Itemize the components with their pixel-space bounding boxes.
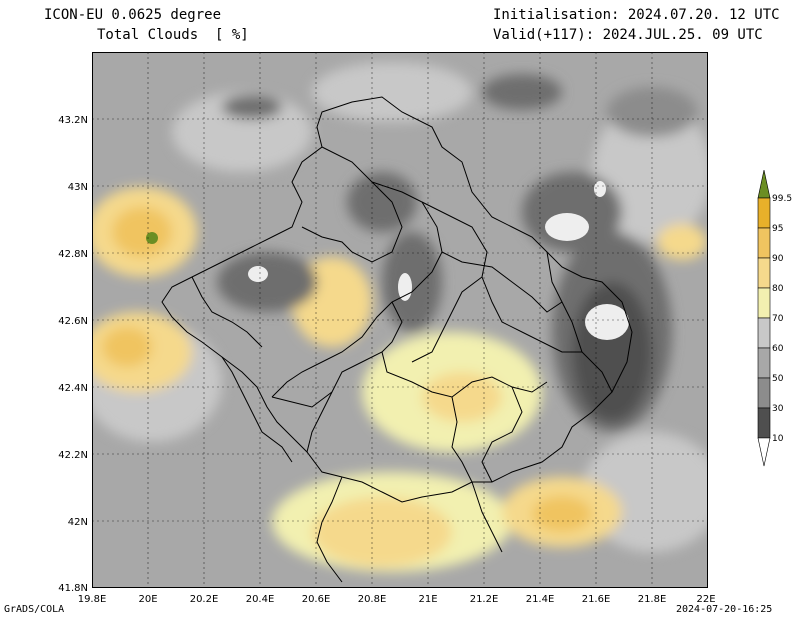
colorbar-swatch-60 bbox=[757, 317, 771, 349]
lat-tick-label: 42N bbox=[68, 517, 88, 528]
max-cloud-patch bbox=[146, 232, 158, 244]
colorbar-label: 70 bbox=[772, 314, 784, 324]
lat-tick-label: 41.8N bbox=[58, 583, 88, 594]
cloud-cover-map bbox=[92, 52, 708, 588]
lon-tick-label: 21.4E bbox=[526, 594, 555, 605]
lon-tick-label: 20.4E bbox=[246, 594, 275, 605]
valid-time: Valid(+117): 2024.JUL.25. 09 UTC bbox=[493, 27, 763, 43]
lon-tick-label: 21E bbox=[418, 594, 437, 605]
colorbar-label: 50 bbox=[772, 374, 784, 384]
initialisation-time: Initialisation: 2024.07.20. 12 UTC bbox=[493, 7, 780, 23]
colorbar-swatch-50 bbox=[757, 347, 771, 379]
colorbar-label: 90 bbox=[772, 254, 784, 264]
lon-tick-label: 20.2E bbox=[190, 594, 219, 605]
model-title: ICON-EU 0.0625 degree bbox=[44, 7, 222, 23]
colorbar-bottom-triangle bbox=[757, 437, 771, 467]
lon-tick-label: 20E bbox=[138, 594, 157, 605]
lat-tick-label: 42.6N bbox=[58, 316, 88, 327]
colorbar-label: 60 bbox=[772, 344, 784, 354]
colorbar-label: 99.5 bbox=[772, 194, 792, 204]
lat-lon-grid bbox=[92, 52, 708, 588]
clear-sky-patch bbox=[545, 213, 589, 241]
lon-tick-label: 20.6E bbox=[302, 594, 331, 605]
lon-tick-label: 21.2E bbox=[470, 594, 499, 605]
lon-tick-label: 21.8E bbox=[638, 594, 667, 605]
map-border bbox=[92, 52, 708, 588]
colorbar-label: 95 bbox=[772, 224, 783, 234]
colorbar-label: 30 bbox=[772, 404, 784, 414]
software-credit: GrADS/COLA bbox=[4, 604, 65, 615]
colorbar-swatch-95 bbox=[757, 197, 771, 229]
clear-sky-patch bbox=[594, 181, 606, 197]
colorbar-label: 80 bbox=[772, 284, 784, 294]
colorbar-swatch-30 bbox=[757, 377, 771, 409]
colorbar-label: 10 bbox=[772, 434, 784, 444]
colorbar-swatch-70 bbox=[757, 287, 771, 319]
colorbar-top-triangle bbox=[757, 170, 771, 199]
lat-tick-label: 42.8N bbox=[58, 249, 88, 260]
clear-sky-patch bbox=[248, 266, 268, 282]
lat-tick-label: 42.4N bbox=[58, 383, 88, 394]
colorbar-swatch-90 bbox=[757, 227, 771, 259]
lon-tick-label: 19.8E bbox=[78, 594, 107, 605]
lon-tick-label: 21.6E bbox=[582, 594, 611, 605]
lon-tick-label: 22E bbox=[696, 594, 715, 605]
colorbar-swatch-80 bbox=[757, 257, 771, 289]
lat-tick-label: 42.2N bbox=[58, 450, 88, 461]
colorbar-legend: 99.5 95 90 80 70 60 50 30 10 bbox=[757, 170, 792, 467]
variable-title: Total Clouds [ %] bbox=[97, 27, 249, 43]
render-timestamp: 2024-07-20-16:25 bbox=[676, 604, 773, 615]
lat-tick-label: 43.2N bbox=[58, 115, 88, 126]
lon-tick-label: 20.8E bbox=[358, 594, 387, 605]
colorbar-swatch-10 bbox=[757, 407, 771, 439]
lat-tick-label: 43N bbox=[68, 182, 88, 193]
